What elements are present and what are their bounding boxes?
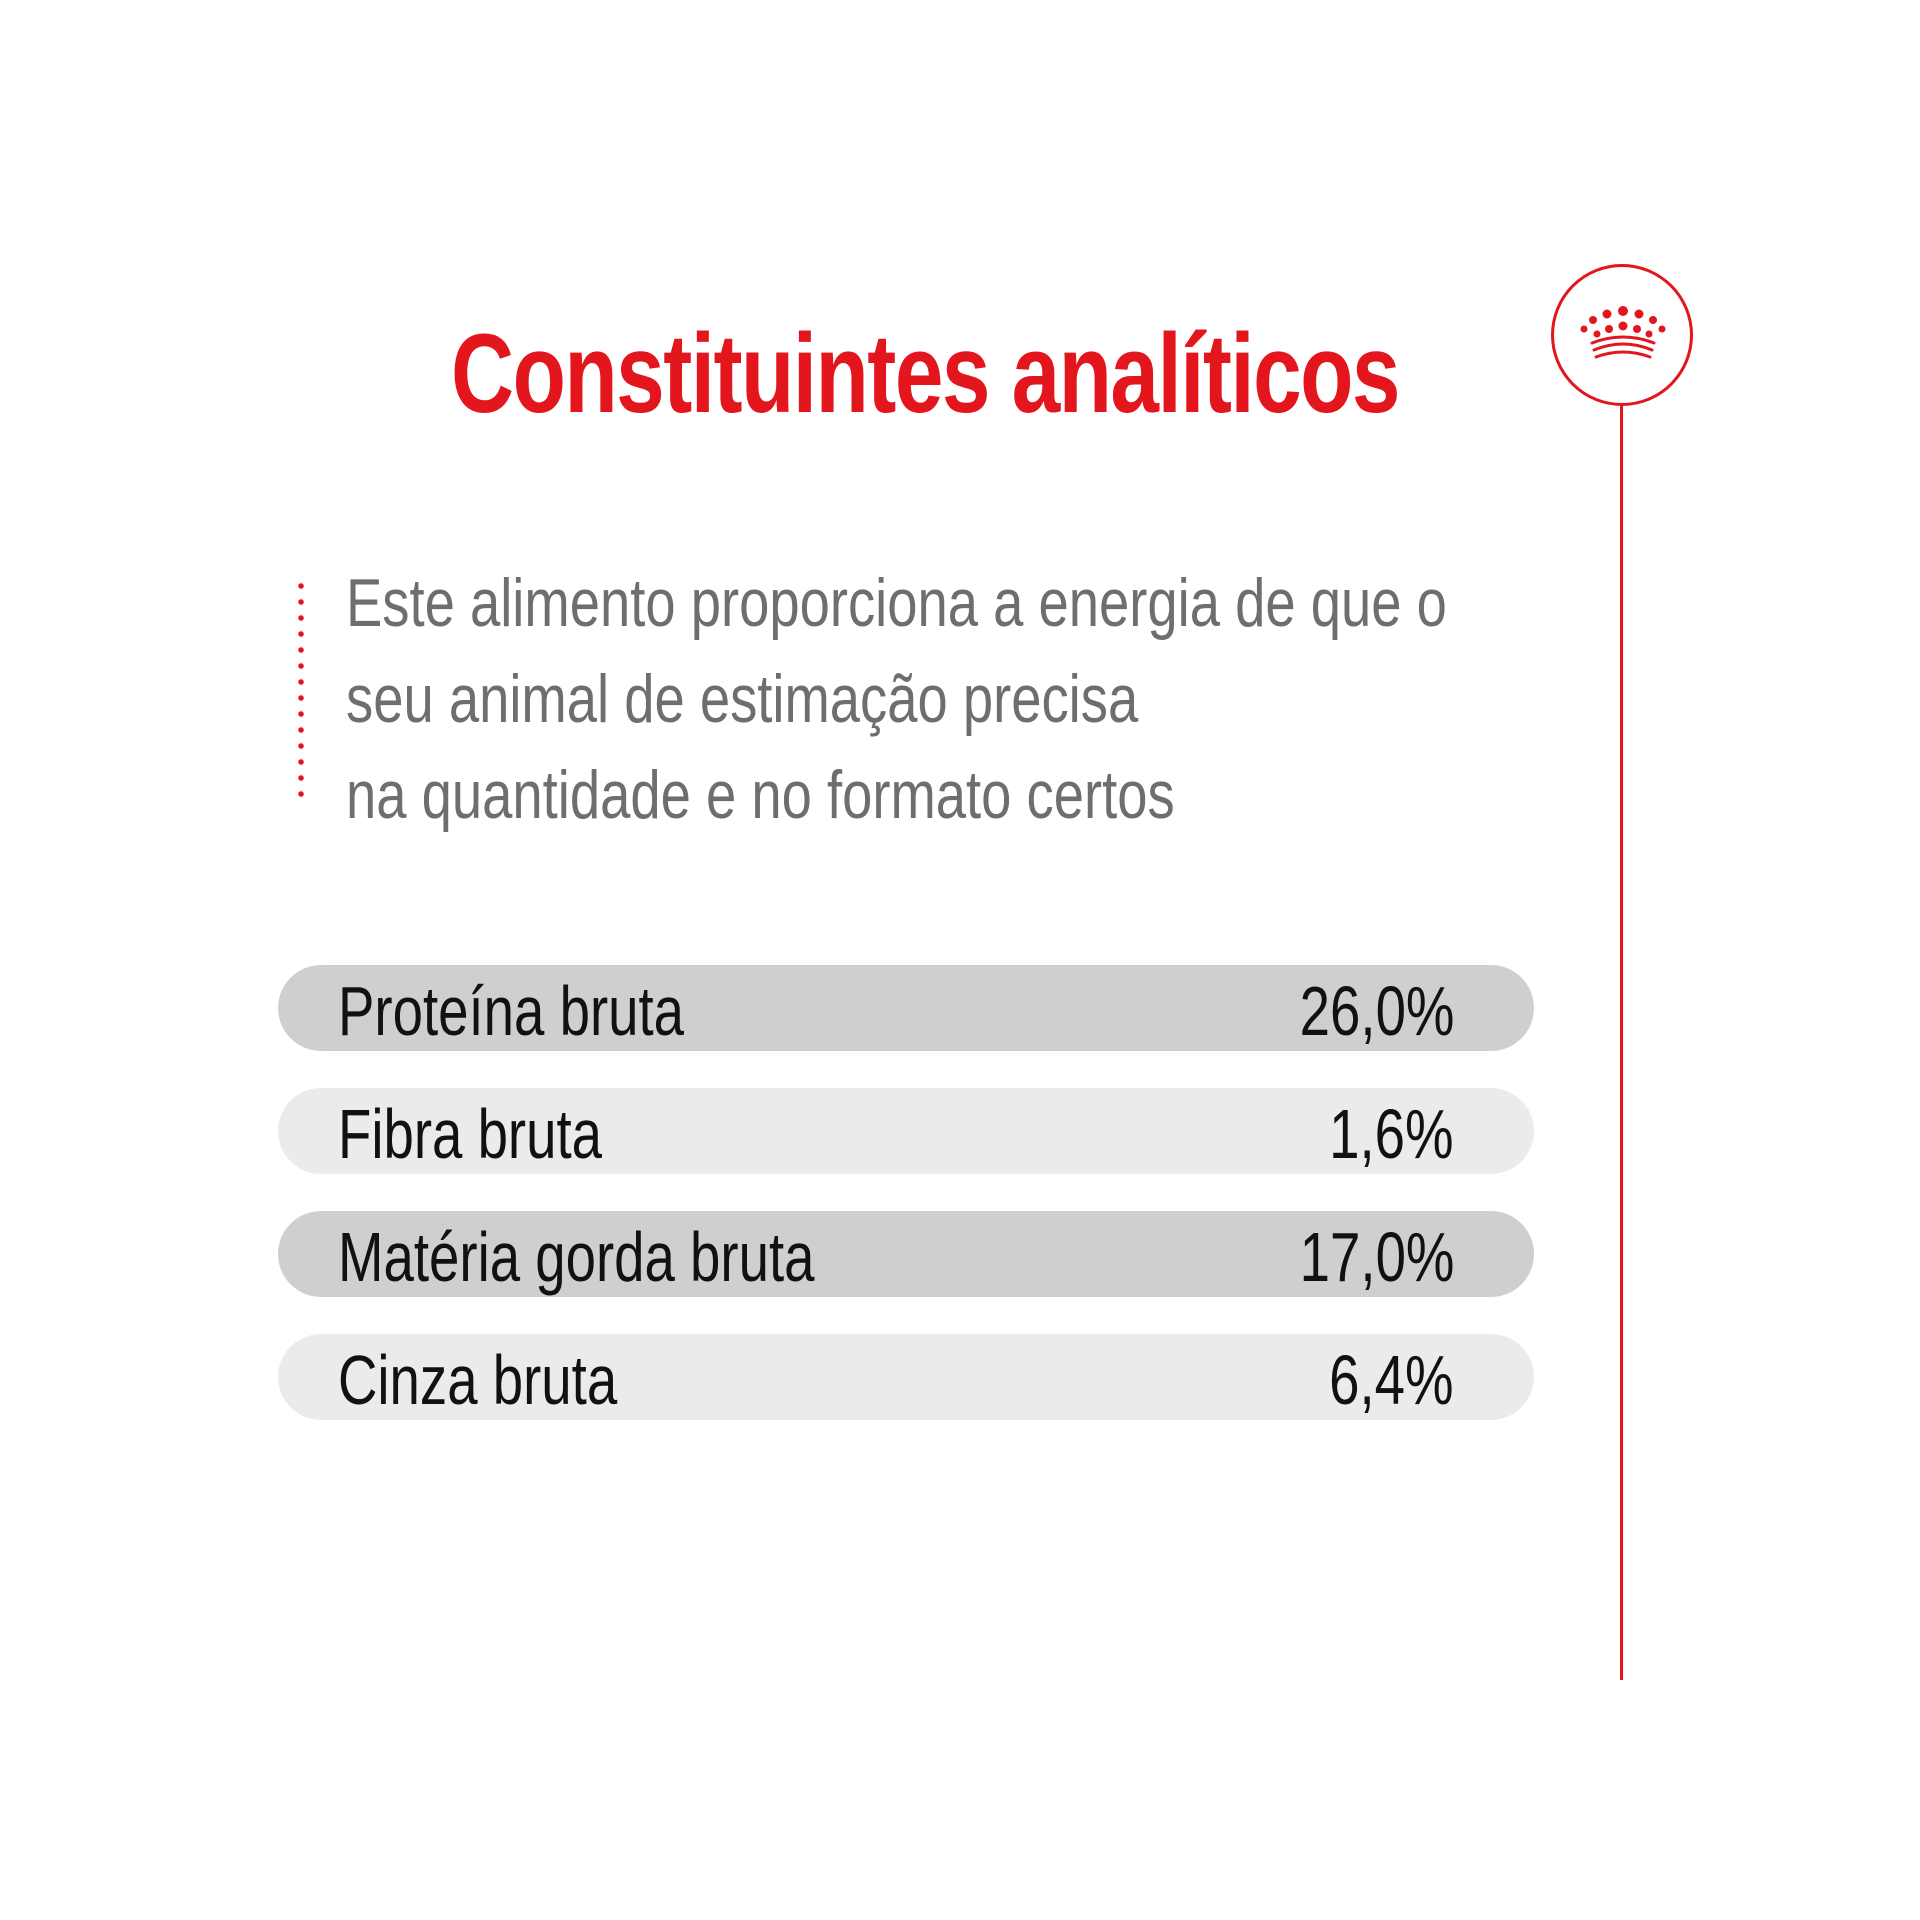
description-line: na quantidade e no formato certos (346, 757, 1175, 833)
description: Este alimento proporciona a energia de q… (346, 555, 1447, 843)
description-line: seu animal de estimação precisa (346, 661, 1139, 737)
nutrient-value: 1,6% (1329, 1095, 1454, 1173)
crown-icon (1580, 306, 1666, 359)
nutrient-table: Proteína bruta 26,0% Fibra bruta 1,6% Ma… (278, 965, 1534, 1457)
nutrient-value: 17,0% (1299, 1218, 1454, 1296)
page-title: Constituintes analíticos (451, 311, 1400, 436)
nutrient-row: Proteína bruta 26,0% (278, 965, 1534, 1051)
nutrient-row: Fibra bruta 1,6% (278, 1088, 1534, 1174)
brand-vertical-line (1620, 406, 1623, 1680)
nutrient-label: Fibra bruta (338, 1095, 603, 1173)
brand-logo (1551, 264, 1693, 406)
nutrient-label: Proteína bruta (338, 972, 685, 1050)
dotted-divider (298, 578, 304, 798)
description-line: Este alimento proporciona a energia de q… (346, 565, 1447, 641)
nutrient-row: Cinza bruta 6,4% (278, 1334, 1534, 1420)
nutrient-value: 6,4% (1329, 1341, 1454, 1419)
nutrient-row: Matéria gorda bruta 17,0% (278, 1211, 1534, 1297)
nutrient-label: Matéria gorda bruta (338, 1218, 815, 1296)
nutrient-label: Cinza bruta (338, 1341, 618, 1419)
nutrient-value: 26,0% (1299, 972, 1454, 1050)
